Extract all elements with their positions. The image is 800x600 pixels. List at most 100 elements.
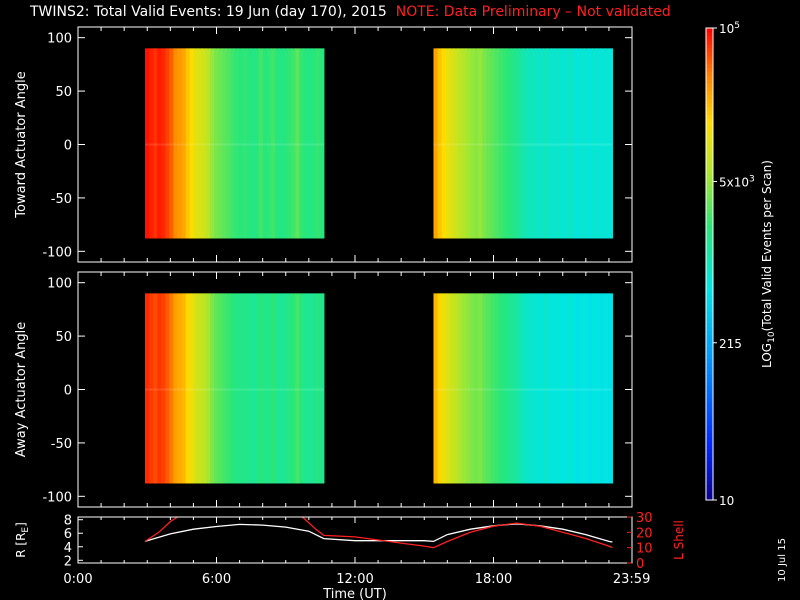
y-tick-label: 100 xyxy=(47,32,72,47)
heatmap-cell xyxy=(226,48,231,239)
heatmap-cell xyxy=(299,48,305,239)
colorbar-segment xyxy=(706,220,713,226)
colorbar-segment xyxy=(706,275,713,281)
heatmap-cell xyxy=(567,48,573,239)
heatmap-cell xyxy=(283,48,288,239)
heatmap-cell xyxy=(144,293,150,484)
orbit-frame xyxy=(77,516,633,564)
colorbar-segment xyxy=(706,157,713,163)
colorbar-segment xyxy=(706,397,713,403)
heatmap-cell xyxy=(441,293,447,484)
heatmap-cell xyxy=(518,293,524,484)
colorbar-segment xyxy=(706,173,713,178)
heatmap-cell xyxy=(234,293,240,484)
heatmap-cell xyxy=(242,48,248,239)
x-tick-label: 0:00 xyxy=(63,572,92,587)
colorbar-segment xyxy=(706,55,713,60)
colorbar-segment xyxy=(706,142,713,147)
colorbar-segment xyxy=(706,307,713,312)
heatmap-cell xyxy=(506,48,512,239)
l-shell-series-line xyxy=(144,517,613,549)
heatmap-cell xyxy=(600,293,605,484)
heatmap-cell xyxy=(254,48,260,239)
colorbar-segment xyxy=(706,315,713,320)
heatmap-cell xyxy=(506,293,512,484)
heatmap-cell xyxy=(197,48,203,239)
heatmap-cell xyxy=(291,48,296,239)
heatmap-cell xyxy=(575,293,581,484)
heatmap-cell xyxy=(258,293,264,484)
plot-title: TWINS2: Total Valid Events: 19 Jun (day … xyxy=(30,4,671,20)
colorbar-segment xyxy=(706,201,713,206)
colorbar-segment xyxy=(706,456,713,462)
colorbar-segment xyxy=(706,382,713,387)
heatmap-cell xyxy=(315,48,321,239)
colorbar-segment xyxy=(706,279,713,285)
heatmap-cell xyxy=(587,48,593,239)
heatmap-cell xyxy=(254,293,260,484)
heatmap-cell xyxy=(303,293,309,484)
heatmap-cell xyxy=(482,293,487,484)
heatmap-cell xyxy=(474,48,479,239)
colorbar-segment xyxy=(706,413,713,418)
colorbar-segment xyxy=(706,287,713,293)
heatmap-cell xyxy=(547,293,552,484)
heatmap-cell xyxy=(218,48,223,239)
heatmap-cell xyxy=(551,48,557,239)
heatmap-cell xyxy=(498,48,504,239)
colorbar-segment xyxy=(706,181,713,186)
colorbar-segment xyxy=(706,252,713,257)
heatmap-cell xyxy=(555,293,561,484)
l-shell-tick-label: 0 xyxy=(636,557,644,572)
colorbar-segment xyxy=(706,67,713,72)
colorbar-segment xyxy=(706,59,713,64)
heatmap-cell xyxy=(453,293,459,484)
colorbar-tick-label: 215 xyxy=(719,337,742,351)
l-shell-tick-label: 10 xyxy=(636,542,653,557)
y-tick-label: -100 xyxy=(42,490,72,505)
heatmap-cell xyxy=(189,48,195,239)
heatmap-cell xyxy=(165,48,170,239)
heatmap-cell xyxy=(478,48,483,239)
heatmap-cell xyxy=(311,293,317,484)
colorbar-segment xyxy=(706,264,713,269)
heatmap-cell xyxy=(604,48,609,239)
colorbar-segment xyxy=(706,425,713,430)
heatmap-cell xyxy=(547,48,552,239)
heatmap-cell xyxy=(486,48,492,239)
heatmap-cell xyxy=(201,48,207,239)
heatmap-cell xyxy=(230,293,235,484)
y-tick-label: 50 xyxy=(55,330,72,345)
heatmap-cell xyxy=(307,48,313,239)
heatmap-cell xyxy=(583,48,589,239)
y-tick-label: -50 xyxy=(51,437,72,452)
colorbar-segment xyxy=(706,248,713,253)
colorbar-segment xyxy=(706,330,713,336)
heatmap-cell xyxy=(161,48,166,239)
heatmap-cell xyxy=(181,48,187,239)
colorbar-segment xyxy=(706,244,713,249)
colorbar-segment xyxy=(706,464,713,470)
colorbar-segment xyxy=(706,236,713,241)
heatmap-cell xyxy=(539,293,544,484)
x-tick-label: 12:00 xyxy=(336,572,373,587)
colorbar-segment xyxy=(706,299,713,304)
colorbar-segment xyxy=(706,177,713,182)
heatmap-cell xyxy=(531,293,536,484)
heatmap-cell xyxy=(583,293,589,484)
heatmap-cell xyxy=(494,293,500,484)
colorbar-segment xyxy=(706,346,713,352)
colorbar-segment xyxy=(706,354,713,359)
y-tick-label: 0 xyxy=(64,384,72,399)
heatmap-cell xyxy=(522,48,528,239)
heatmap-cell xyxy=(567,293,573,484)
heatmap-cell xyxy=(494,48,500,239)
heatmap-cell xyxy=(587,293,593,484)
colorbar-segment xyxy=(706,87,713,92)
heatmap-cell xyxy=(246,48,252,239)
heatmap-cell xyxy=(579,293,585,484)
colorbar-segment xyxy=(706,350,713,355)
colorbar-segment xyxy=(706,366,713,371)
heatmap-cell xyxy=(474,293,479,484)
heatmap-cell xyxy=(185,48,191,239)
